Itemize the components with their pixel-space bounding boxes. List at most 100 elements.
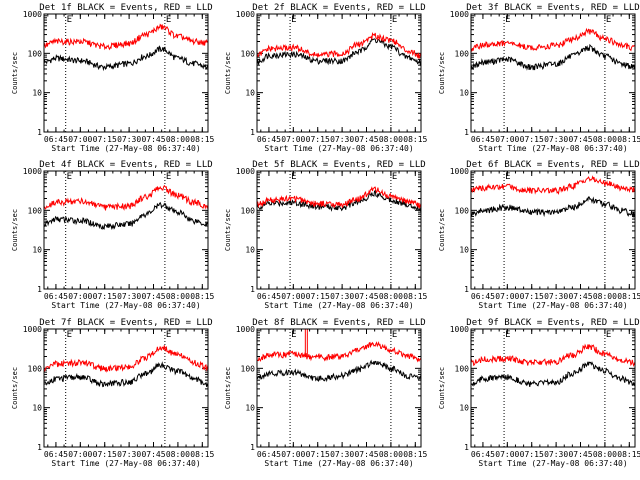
event-marker-label: E <box>291 15 296 25</box>
x-tick-label: 08:00 <box>166 135 190 144</box>
x-tick-label: 07:30 <box>330 292 354 301</box>
series-events-line <box>256 189 422 212</box>
y-tick-label: 1000 <box>23 10 42 19</box>
x-tick-label: 08:15 <box>403 135 427 144</box>
x-tick-label: 08:00 <box>593 450 617 459</box>
series-lld-line <box>43 345 209 373</box>
panel-det-4: Det 4f BLACK = Events, RED = LLD Counts/s… <box>11 160 215 310</box>
plot-frame <box>470 328 636 448</box>
event-marker-label: E <box>67 15 72 25</box>
y-tick-label: 1000 <box>450 167 469 176</box>
x-tick-label: 07:45 <box>354 292 378 301</box>
x-axis-label: Start Time (27-May-08 06:37:40) <box>51 459 200 468</box>
y-tick-label: 100 <box>28 364 43 373</box>
series-events-line <box>470 196 636 219</box>
x-tick-label: 08:15 <box>617 292 640 301</box>
x-axis-label: Start Time (27-May-08 06:37:40) <box>478 301 627 310</box>
x-axis-label: Start Time (27-May-08 06:37:40) <box>264 459 413 468</box>
event-marker-label: E <box>166 15 171 25</box>
event-marker-label: E <box>392 330 397 340</box>
x-tick-label: 07:00 <box>68 450 92 459</box>
panel-det-3: Det 3f BLACK = Events, RED = LLD Counts/s… <box>438 3 640 153</box>
x-tick-label: 07:00 <box>281 450 305 459</box>
x-tick-label: 06:45 <box>44 450 68 459</box>
panel-title: Det 2f BLACK = Events, RED = LLD <box>252 3 425 13</box>
y-tick-label: 1 <box>37 443 42 452</box>
y-axis-label: Counts/sec <box>438 209 446 251</box>
x-tick-label: 08:15 <box>617 450 640 459</box>
x-tick-label: 08:00 <box>166 292 190 301</box>
y-axis-label: Counts/sec <box>224 52 232 94</box>
series-lld-line <box>256 341 422 363</box>
x-tick-label: 07:00 <box>495 292 519 301</box>
y-tick-label: 10 <box>245 246 255 255</box>
series-lld-line <box>43 23 209 51</box>
series-lld-line <box>43 184 209 211</box>
x-tick-label: 06:45 <box>44 292 68 301</box>
panel-title: Det 4f BLACK = Events, RED = LLD <box>39 160 212 170</box>
x-tick-label: 07:00 <box>68 135 92 144</box>
panel-title: Det 6f BLACK = Events, RED = LLD <box>466 160 639 170</box>
x-tick-label: 08:00 <box>166 450 190 459</box>
plot-frame <box>256 170 422 290</box>
x-tick-label: 07:15 <box>306 450 330 459</box>
panel-det-7: Det 7f BLACK = Events, RED = LLD Counts/s… <box>11 318 215 468</box>
x-tick-label: 06:45 <box>44 135 68 144</box>
series-events-line <box>470 361 636 387</box>
event-marker-label: E <box>67 330 72 340</box>
y-tick-label: 10 <box>245 404 255 413</box>
event-marker-label: E <box>392 15 397 25</box>
event-marker-label: E <box>606 172 611 182</box>
x-axis-label: Start Time (27-May-08 06:37:40) <box>264 144 413 153</box>
x-tick-label: 07:15 <box>520 135 544 144</box>
y-tick-label: 1000 <box>236 325 255 334</box>
y-tick-label: 1 <box>464 128 469 137</box>
event-marker-label: E <box>67 172 72 182</box>
panel-title: Det 3f BLACK = Events, RED = LLD <box>466 3 639 13</box>
y-tick-label: 10 <box>32 246 42 255</box>
series-events-line <box>470 43 636 71</box>
x-tick-label: 06:45 <box>257 292 281 301</box>
x-tick-label: 08:15 <box>190 292 214 301</box>
event-marker-label: E <box>291 330 296 340</box>
x-tick-label: 07:30 <box>117 135 141 144</box>
x-tick-label: 08:15 <box>617 135 640 144</box>
y-tick-label: 1000 <box>236 10 255 19</box>
y-axis-label: Counts/sec <box>224 367 232 409</box>
panel-det-5: Det 5f BLACK = Events, RED = LLD Counts/s… <box>224 160 428 310</box>
y-tick-label: 100 <box>455 364 470 373</box>
x-tick-label: 08:00 <box>379 292 403 301</box>
x-tick-label: 07:00 <box>495 450 519 459</box>
plot-frame <box>43 170 209 290</box>
x-tick-label: 08:00 <box>593 292 617 301</box>
x-tick-label: 07:45 <box>141 450 165 459</box>
x-tick-label: 06:45 <box>471 450 495 459</box>
x-tick-label: 08:15 <box>190 450 214 459</box>
x-tick-label: 08:00 <box>593 135 617 144</box>
x-tick-label: 07:00 <box>281 135 305 144</box>
y-tick-label: 100 <box>241 364 256 373</box>
x-tick-label: 07:30 <box>544 292 568 301</box>
event-marker-label: E <box>392 172 397 182</box>
event-marker-label: E <box>291 172 296 182</box>
y-tick-label: 1000 <box>450 325 469 334</box>
panel-det-9: Det 9f BLACK = Events, RED = LLD Counts/s… <box>438 318 640 468</box>
x-tick-label: 07:00 <box>68 292 92 301</box>
y-axis-label: Counts/sec <box>11 367 19 409</box>
y-tick-label: 1000 <box>23 167 42 176</box>
y-tick-label: 10 <box>459 404 469 413</box>
series-events-line <box>256 36 422 67</box>
plot-frame <box>43 328 209 448</box>
y-axis-label: Counts/sec <box>438 52 446 94</box>
series-lld-line <box>256 31 422 60</box>
y-tick-label: 1 <box>37 285 42 294</box>
series-events-line <box>256 359 422 383</box>
panel-det-8: Det 8f BLACK = Events, RED = LLD Counts/s… <box>224 318 428 468</box>
plot-frame <box>43 13 209 133</box>
series-lld-line <box>470 175 636 196</box>
x-tick-label: 07:00 <box>281 292 305 301</box>
x-axis-label: Start Time (27-May-08 06:37:40) <box>478 144 627 153</box>
y-tick-label: 1 <box>37 128 42 137</box>
series-events-line <box>43 45 209 72</box>
panel-title: Det 5f BLACK = Events, RED = LLD <box>252 160 425 170</box>
